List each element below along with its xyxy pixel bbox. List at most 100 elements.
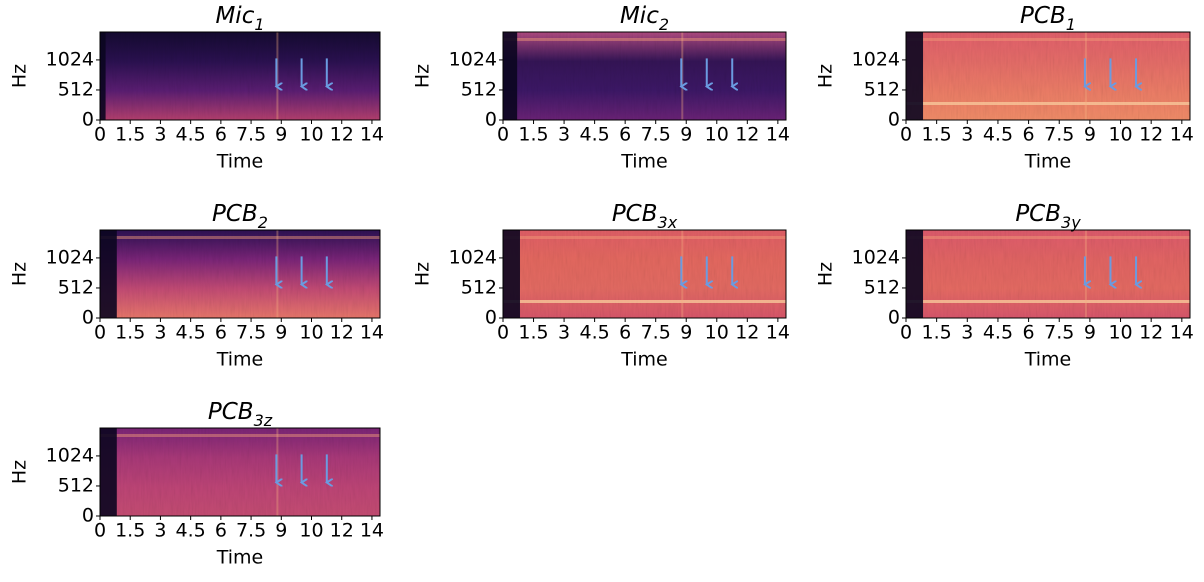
title-main: PCB: [1020, 3, 1066, 29]
x-tick-label: 12: [735, 322, 759, 344]
y-tick-label: 512: [864, 78, 900, 100]
x-tick-label: 4.5: [580, 124, 610, 146]
x-tick-label: 12: [330, 124, 354, 146]
spectrogram-band: [503, 300, 786, 303]
x-tick-label: 6: [1023, 322, 1035, 344]
spectrogram-texture: [100, 32, 380, 120]
x-tick-label: 9: [680, 124, 692, 146]
y-tick-label: 1024: [46, 246, 94, 268]
y-tick-label: 0: [888, 109, 900, 131]
spectrogram-band: [100, 236, 380, 239]
plot-frame: [905, 229, 1191, 319]
x-tick-label: 10: [1108, 124, 1132, 146]
spectrogram-texture: [100, 230, 380, 318]
y-tick-label: 0: [485, 109, 497, 131]
plot-frame: [99, 31, 381, 121]
x-axis-label: Time: [1024, 349, 1072, 371]
y-tick-label: 512: [461, 78, 497, 100]
x-axis-label: Time: [620, 349, 668, 371]
x-tick-label: 12: [330, 322, 354, 344]
panel-title: Mic1: [215, 3, 264, 35]
x-tick-label: 0: [497, 322, 509, 344]
x-tick-label: 1.5: [115, 322, 145, 344]
x-tick-label: 0: [900, 124, 912, 146]
panel-title: PCB2: [212, 201, 268, 233]
panel-title: PCB3x: [612, 201, 678, 233]
spectrogram-texture: [906, 230, 1190, 318]
spectrogram-band: [503, 236, 786, 239]
y-tick-label: 512: [58, 474, 94, 496]
x-tick-label: 7.5: [641, 322, 671, 344]
x-tick-label: 6: [1023, 124, 1035, 146]
spectrogram-texture: [503, 32, 786, 120]
y-tick-label: 1024: [46, 48, 94, 70]
x-tick-label: 14: [766, 322, 790, 344]
x-tick-label: 7.5: [236, 322, 266, 344]
spectrogram-texture: [906, 32, 1190, 120]
spectrogram-lead-in: [100, 230, 117, 318]
x-tick-label: 10: [1108, 322, 1132, 344]
spectrogram-lead-in: [503, 32, 518, 120]
panel-title: PCB3y: [1015, 201, 1081, 233]
x-tick-label: 14: [1170, 322, 1194, 344]
panel: Mic2 0 1.5 3 4.5 6 7.5 9 10 12 14 0 512 1024 Time Hz: [412, 3, 790, 173]
title-subscript: 3y: [1061, 213, 1081, 232]
y-tick-label: 1024: [449, 246, 497, 268]
title-subscript: 1: [254, 15, 264, 34]
x-tick-label: 3: [154, 322, 166, 344]
x-tick-label: 10: [299, 322, 323, 344]
x-tick-label: 4.5: [176, 322, 206, 344]
y-axis-label: Hz: [815, 64, 837, 88]
spectrogram-lead-in: [100, 32, 106, 120]
title-main: PCB: [612, 201, 658, 227]
x-axis-label: Time: [620, 151, 668, 173]
x-tick-label: 14: [766, 124, 790, 146]
x-tick-label: 1.5: [115, 124, 145, 146]
x-tick-label: 4.5: [176, 520, 206, 542]
y-tick-label: 0: [485, 307, 497, 329]
spectrogram-band: [906, 102, 1190, 105]
x-tick-label: 4.5: [983, 322, 1013, 344]
x-tick-label: 12: [1139, 322, 1163, 344]
spectrogram-lead-in: [906, 230, 924, 318]
x-tick-label: 3: [558, 322, 570, 344]
x-tick-label: 12: [735, 124, 759, 146]
title-main: PCB: [1015, 201, 1061, 227]
x-tick-label: 0: [94, 322, 106, 344]
x-tick-label: 1.5: [922, 124, 952, 146]
panel: PCB3y 0 1.5 3 4.5 6 7.5 9 10 12 14 0 512 1024 Time Hz: [815, 201, 1194, 371]
y-axis-label: Hz: [9, 64, 31, 88]
x-tick-label: 9: [275, 322, 287, 344]
x-tick-label: 10: [299, 520, 323, 542]
x-tick-label: 9: [1084, 322, 1096, 344]
title-subscript: 1: [1066, 15, 1076, 34]
title-subscript: 2: [659, 15, 669, 34]
x-tick-label: 9: [1084, 124, 1096, 146]
x-tick-label: 7.5: [1044, 322, 1074, 344]
panel: PCB2 0 1.5 3 4.5 6 7.5 9 10 12 14 0 512 1024 Time Hz: [9, 201, 385, 371]
x-tick-label: 3: [154, 124, 166, 146]
title-main: Mic: [215, 3, 254, 29]
y-tick-label: 0: [82, 109, 94, 131]
x-tick-label: 14: [360, 322, 384, 344]
x-tick-label: 0: [94, 124, 106, 146]
title-subscript: 3z: [254, 411, 273, 430]
y-axis-label: Hz: [815, 262, 837, 286]
y-tick-label: 0: [82, 307, 94, 329]
panel: PCB3z 0 1.5 3 4.5 6 7.5 9 10 12 14 0 512 1024 Time Hz: [9, 399, 385, 569]
y-tick-label: 512: [58, 276, 94, 298]
x-tick-label: 9: [275, 520, 287, 542]
x-tick-label: 3: [961, 322, 973, 344]
x-tick-label: 7.5: [236, 520, 266, 542]
x-tick-label: 0: [497, 124, 509, 146]
x-tick-label: 1.5: [518, 322, 548, 344]
x-tick-label: 14: [360, 124, 384, 146]
title-subscript: 2: [258, 213, 268, 232]
x-tick-label: 0: [94, 520, 106, 542]
spectrogram-band: [906, 300, 1190, 303]
x-axis-label: Time: [216, 151, 264, 173]
x-tick-label: 3: [558, 124, 570, 146]
spectrogram-band: [906, 38, 1190, 41]
